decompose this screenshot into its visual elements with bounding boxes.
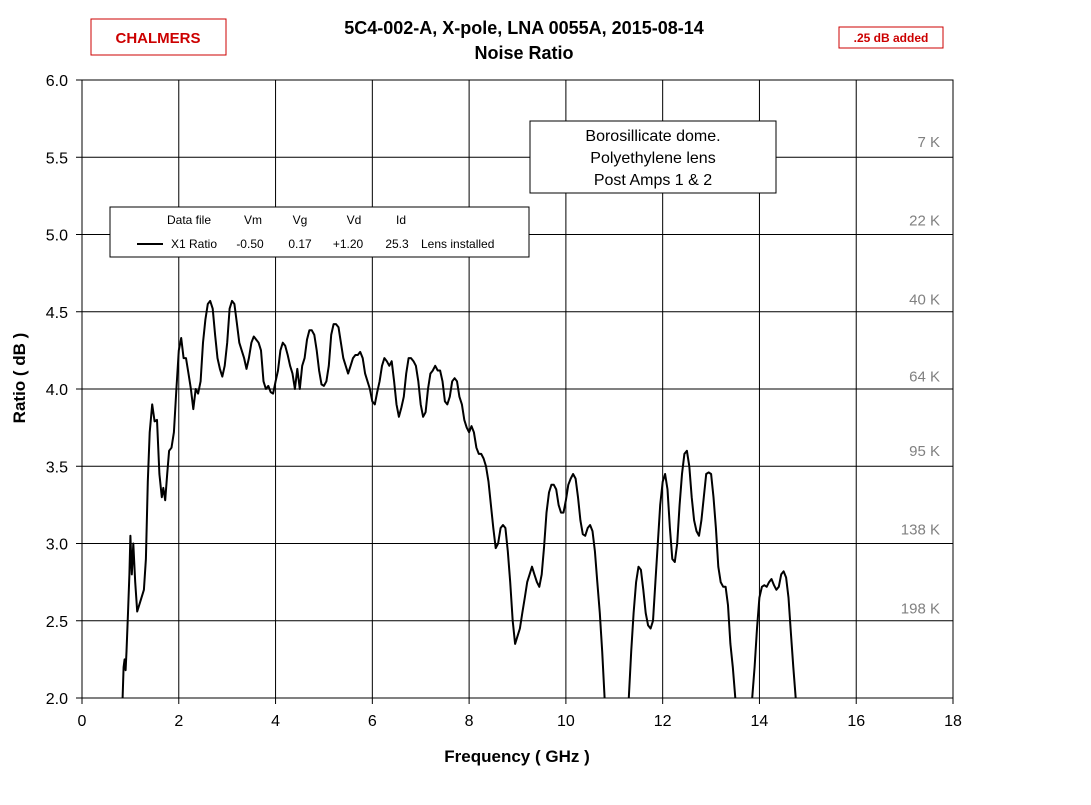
series-line-segment [121, 299, 606, 699]
added-db-badge: .25 dB added [854, 31, 929, 45]
chart-subtitle: Noise Ratio [474, 43, 573, 63]
legend-vg: 0.17 [288, 237, 312, 251]
temperature-label: 40 K [909, 291, 940, 308]
legend-header-vd: Vd [347, 213, 362, 227]
y-tick-label: 4.0 [46, 382, 68, 399]
temperature-label: 198 K [901, 600, 940, 617]
x-tick-label: 14 [751, 713, 769, 730]
y-tick-label: 2.5 [46, 614, 68, 631]
x-tick-label: 2 [174, 713, 183, 730]
temperature-label: 22 K [909, 213, 940, 230]
chalmers-logo-box [90, 18, 227, 56]
grid-lines [82, 80, 953, 698]
y-axis-label: Ratio ( dB ) [10, 333, 29, 424]
y-tick-label: 5.0 [46, 228, 68, 245]
temperature-label: 95 K [909, 443, 940, 460]
series-line-segment [627, 449, 737, 699]
legend: Data file Vm Vg Vd Id X1 Ratio -0.50 0.1… [109, 206, 530, 258]
note-line-2: Polyethylene lens [590, 150, 715, 167]
y-tick-label: 6.0 [46, 73, 68, 90]
temperature-labels: 7 K 22 K 40 K 64 K 95 K 138 K 198 K [901, 134, 940, 618]
y-tick-label: 5.5 [46, 150, 68, 167]
legend-header-vm: Vm [244, 213, 262, 227]
x-axis-ticks: 0 2 4 6 8 10 12 14 16 18 [78, 698, 962, 730]
y-tick-label: 3.5 [46, 459, 68, 476]
legend-comment: Lens installed [421, 237, 494, 251]
chart-title: 5C4-002-A, X-pole, LNA 0055A, 2015-08-14 [344, 18, 704, 38]
added-db-badge-box [838, 26, 944, 49]
x-tick-label: 18 [944, 713, 962, 730]
legend-vm: -0.50 [236, 237, 264, 251]
y-tick-label: 3.0 [46, 537, 68, 554]
x-tick-label: 0 [78, 713, 87, 730]
legend-file: X1 Ratio [171, 237, 217, 251]
temperature-label: 64 K [909, 369, 940, 386]
legend-header-vg: Vg [293, 213, 308, 227]
series-lines [121, 299, 797, 699]
note-line-1: Borosillicate dome. [585, 128, 720, 145]
x-tick-label: 6 [368, 713, 377, 730]
y-axis-ticks: 2.0 2.5 3.0 3.5 4.0 4.5 5.0 5.5 6.0 [46, 73, 82, 708]
legend-header-file: Data file [167, 213, 211, 227]
y-tick-label: 4.5 [46, 305, 68, 322]
x-tick-label: 4 [271, 713, 280, 730]
chalmers-logo: CHALMERS [116, 30, 201, 47]
x-tick-label: 8 [465, 713, 474, 730]
x-tick-label: 10 [557, 713, 575, 730]
legend-vd: +1.20 [333, 237, 364, 251]
temperature-label: 138 K [901, 522, 940, 539]
x-tick-label: 16 [847, 713, 865, 730]
legend-header-id: Id [396, 213, 406, 227]
series-line-segment [751, 570, 797, 699]
legend-id: 25.3 [385, 237, 409, 251]
x-tick-label: 12 [654, 713, 672, 730]
x-axis-label: Frequency ( GHz ) [444, 747, 589, 766]
temperature-label: 7 K [917, 134, 940, 151]
note-line-3: Post Amps 1 & 2 [594, 172, 712, 189]
notes-box: Borosillicate dome. Polyethylene lens Po… [529, 120, 777, 194]
plot-frame [81, 79, 954, 699]
y-tick-label: 2.0 [46, 691, 68, 708]
